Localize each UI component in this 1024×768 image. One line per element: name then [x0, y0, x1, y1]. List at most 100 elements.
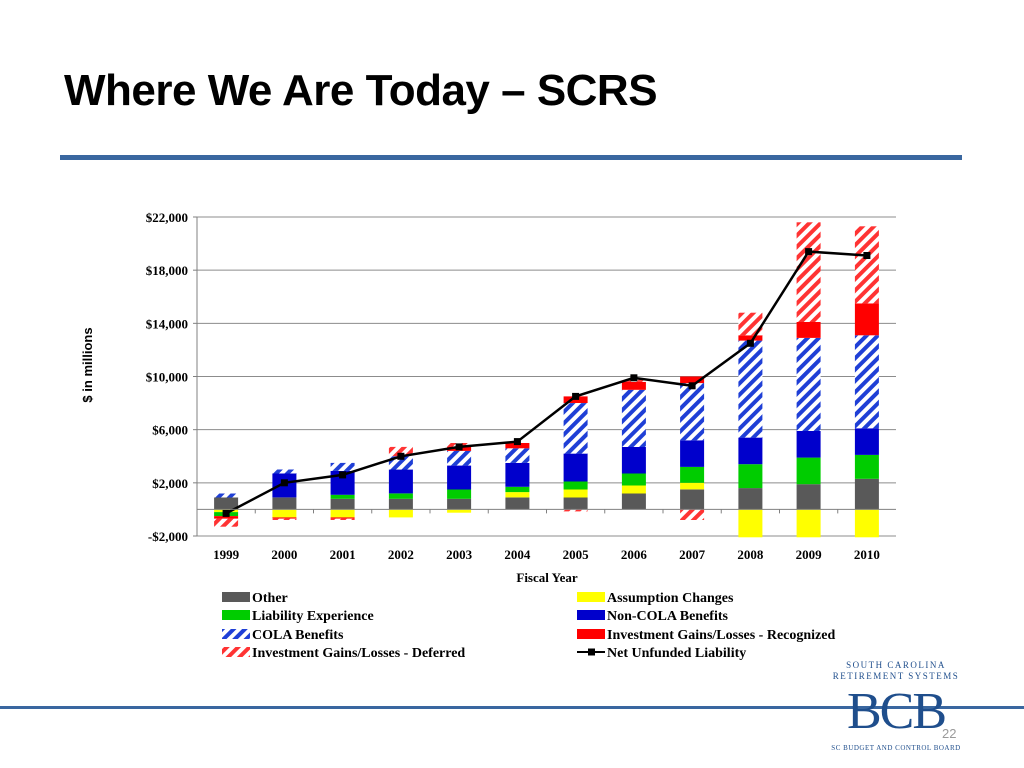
bar-segment-recognized [214, 516, 239, 519]
legend-label: Assumption Changes [607, 591, 734, 606]
bar-segment-assumption [621, 485, 646, 494]
legend-swatch [222, 629, 250, 639]
bar-segment-deferred [680, 509, 705, 520]
logo-text-line2: RETIREMENT SYSTEMS [832, 671, 960, 681]
bar-segment-liability [447, 489, 472, 499]
net-unfunded-liability-marker [746, 339, 754, 347]
bar-segment-liability [388, 493, 413, 499]
bar-segment-other [621, 493, 646, 510]
bar-segment-recognized [738, 335, 763, 341]
bar-segment-other [214, 497, 239, 510]
legend-swatch [222, 592, 250, 602]
bar-segment-cola [680, 383, 705, 441]
net-unfunded-liability-marker [630, 374, 638, 382]
x-tick-label: 2000 [271, 547, 297, 562]
x-tick-label: 2004 [504, 547, 531, 562]
net-unfunded-liability-marker [222, 509, 230, 517]
grid-lines [197, 216, 896, 537]
legend-label: Net Unfunded Liability [607, 646, 746, 661]
net-unfunded-liability-line [222, 248, 871, 517]
bar-segment-other [738, 488, 763, 510]
bar-segment-other [854, 478, 879, 510]
legend-swatch [577, 592, 605, 602]
bar-segment-assumption [796, 509, 821, 538]
bar-segment-assumption [854, 509, 879, 538]
y-tick-label: -$2,000 [148, 529, 188, 544]
bar-segment-recognized [505, 443, 530, 449]
bar-segment-deferred [330, 518, 355, 520]
logo-text-line1: SOUTH CAROLINA [846, 660, 946, 670]
bar-segment-cola [796, 338, 821, 431]
x-tick-label: 2003 [446, 547, 473, 562]
bar-segment-assumption [272, 509, 297, 518]
bar-segment-cola [621, 389, 646, 447]
bar-segment-assumption [680, 482, 705, 490]
bar-segment-deferred [214, 518, 239, 527]
legend: Other Assumption Changes Liability Experie… [222, 591, 835, 661]
bar-segment-assumption [563, 489, 588, 498]
bar-segment-liability [796, 457, 821, 485]
net-unfunded-liability-path [225, 250, 867, 515]
net-unfunded-liability-marker [688, 382, 696, 390]
legend-swatch [222, 610, 250, 620]
bar-segment-cola [388, 456, 413, 470]
bar-segment-other [272, 497, 297, 510]
bar-segment-liability [330, 494, 355, 499]
bar-segment-deferred [272, 518, 297, 520]
bar-segment-assumption [330, 509, 355, 518]
slide-title: Where We Are Today – SCRS [64, 66, 658, 115]
net-unfunded-liability-marker [863, 252, 871, 259]
bar-segment-recognized [854, 303, 879, 336]
x-tick-label: 2001 [330, 547, 356, 562]
bar-segment-liability [563, 481, 588, 490]
bar-segment-noncola [505, 462, 530, 487]
x-tick-label: 2007 [679, 547, 706, 562]
title-divider [60, 155, 962, 160]
y-tick-label: $22,000 [146, 210, 188, 225]
bar-segment-assumption [447, 509, 472, 513]
net-unfunded-liability-marker [455, 443, 463, 451]
footer-divider [0, 706, 1024, 709]
axes: -$2,000 $2,000 $6,000 $10,000 $14,000 $18,000… [80, 210, 896, 585]
bar-segment-cola [447, 450, 472, 466]
bar-segment-noncola [388, 469, 413, 494]
bar-segment-other [505, 497, 530, 510]
bar-segment-other [796, 484, 821, 510]
bar-segment-assumption [738, 509, 763, 538]
net-unfunded-liability-marker [280, 479, 288, 487]
bar-segment-noncola [854, 428, 879, 455]
bar-segment-recognized [272, 517, 297, 519]
bar-segment-other [680, 489, 705, 510]
net-unfunded-liability-marker [339, 471, 347, 479]
logo-footer-text: SC BUDGET AND CONTROL BOARD [831, 744, 961, 752]
bar-segment-liability [854, 454, 879, 479]
legend-swatch [577, 610, 605, 620]
bar-segment-deferred [388, 446, 413, 457]
bar-segment-cola [738, 340, 763, 438]
y-tick-label: $2,000 [152, 476, 188, 491]
bar-segment-deferred [796, 222, 821, 322]
bar-segment-other [563, 497, 588, 510]
bar-segment-noncola [621, 446, 646, 474]
legend-label: COLA Benefits [252, 628, 344, 643]
y-tick-label: $18,000 [146, 263, 188, 278]
stacked-bar-chart: -$2,000 $2,000 $6,000 $10,000 $14,000 $18,000… [80, 210, 896, 661]
bar-segment-liability [621, 473, 646, 486]
bar-segment-cola [854, 335, 879, 429]
net-unfunded-liability-marker [572, 392, 580, 400]
bar-segment-liability [680, 466, 705, 483]
x-tick-label: 2005 [563, 547, 590, 562]
bar-segment-other [447, 498, 472, 510]
x-axis-title: Fiscal Year [516, 570, 577, 585]
legend-swatch-marker [588, 648, 595, 656]
page-number: 22 [942, 726, 957, 741]
bar-segment-recognized [796, 322, 821, 338]
logo-letters: BCB [846, 683, 947, 740]
bar-segment-noncola [796, 431, 821, 458]
legend-swatch [222, 647, 250, 657]
legend-swatch [577, 629, 605, 639]
bar-segment-cola [563, 403, 588, 454]
net-unfunded-liability-marker [805, 248, 813, 256]
bar-segment-cola [214, 493, 239, 498]
y-tick-label: $10,000 [146, 370, 188, 385]
